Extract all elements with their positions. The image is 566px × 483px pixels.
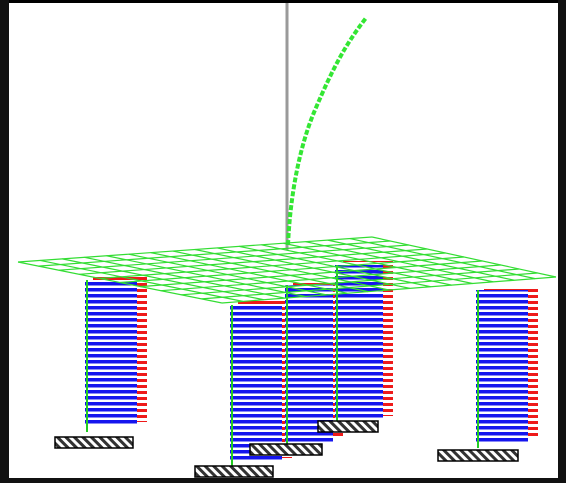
- frame-right: [558, 0, 566, 483]
- column-blue: [476, 290, 528, 442]
- footing: [195, 466, 273, 477]
- footing: [318, 421, 378, 432]
- footing: [250, 444, 322, 455]
- model-view: [0, 0, 566, 483]
- column-blue: [230, 305, 282, 462]
- column-blue: [85, 280, 137, 426]
- footing: [438, 450, 518, 461]
- footing: [55, 437, 133, 448]
- frame-bottom: [0, 478, 566, 483]
- column-blue: [285, 285, 333, 442]
- page: (() => { const data = JSON.parse(documen…: [0, 0, 566, 483]
- frame-left: [0, 0, 9, 483]
